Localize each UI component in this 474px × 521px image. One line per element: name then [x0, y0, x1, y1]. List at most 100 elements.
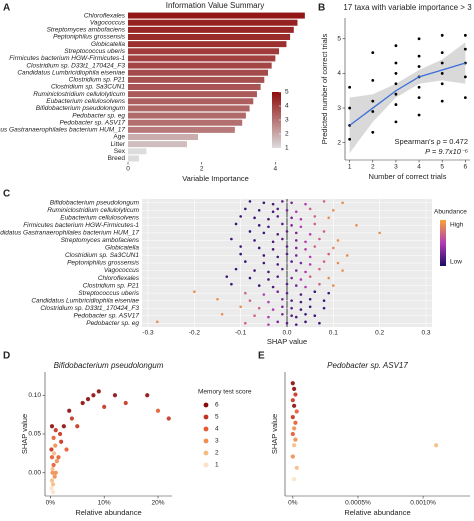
point — [248, 230, 252, 233]
panel-label: D — [3, 351, 10, 362]
y-tick-label: Streptococcus uberis — [64, 48, 125, 55]
point — [285, 252, 289, 256]
y-tick-label: Ruminiclostridium cellulolyticum — [47, 207, 139, 214]
colorbar-label: 5 — [285, 89, 289, 96]
point — [394, 72, 398, 75]
point — [257, 306, 261, 310]
point — [267, 278, 270, 281]
point — [64, 447, 69, 452]
point — [155, 408, 161, 413]
point — [234, 267, 238, 271]
colorbar-label: 4 — [285, 103, 289, 110]
point — [239, 252, 242, 256]
point — [51, 435, 56, 440]
y-tick-label: Candidatus Gastranaerophilales bacterium… — [0, 230, 139, 237]
x-tick-label: 0 — [126, 166, 130, 173]
point — [239, 215, 242, 218]
point — [253, 269, 256, 272]
point — [417, 113, 421, 117]
legend-swatch — [203, 450, 209, 456]
point — [322, 306, 326, 310]
y-tick-label: Clostridium sp. D33t1_170424_F3 — [40, 305, 139, 312]
y-tick-label: Candidatus Lumbricidiophila eiseniae — [17, 69, 125, 76]
point — [332, 208, 335, 212]
point — [52, 474, 57, 479]
point — [54, 459, 59, 464]
point — [290, 454, 295, 459]
bar — [128, 26, 294, 33]
point — [299, 308, 303, 311]
point — [281, 222, 284, 226]
point — [294, 315, 298, 319]
point — [336, 239, 340, 242]
point — [262, 231, 266, 235]
y-tick-label: Pedobacter sp. eg — [86, 320, 139, 327]
legend-swatch — [203, 462, 209, 468]
point — [290, 216, 293, 220]
y-tick-label: Eubacterium cellulosolvens — [46, 98, 126, 105]
point — [244, 321, 247, 325]
point — [281, 237, 284, 241]
chart-title: Information Value Summary — [166, 1, 265, 10]
point — [281, 313, 284, 316]
point — [49, 486, 54, 491]
y-tick-label: 3 — [337, 105, 341, 112]
x-tick-label: 0.0005% — [345, 500, 371, 507]
y-tick-label: Clostridium sp. D33t1_170424_F3 — [26, 62, 125, 69]
point — [371, 130, 375, 134]
point — [267, 323, 270, 326]
point — [313, 245, 317, 248]
bar — [128, 141, 187, 148]
point — [394, 82, 398, 86]
point — [341, 269, 344, 272]
y-tick-label: Vagococcus — [90, 19, 126, 26]
point — [355, 224, 358, 227]
legend-label: 3 — [215, 438, 219, 445]
point — [440, 51, 444, 55]
bar — [128, 126, 235, 133]
point — [96, 389, 101, 394]
point — [244, 291, 247, 295]
point — [308, 255, 312, 259]
point — [257, 284, 261, 287]
point — [322, 230, 326, 233]
point — [248, 299, 252, 302]
point — [67, 408, 72, 413]
point — [394, 61, 398, 65]
point — [299, 293, 303, 296]
legend-swatch — [203, 426, 209, 432]
x-tick-label: 2 — [200, 166, 204, 173]
point — [91, 393, 96, 398]
point — [262, 254, 266, 257]
point — [304, 248, 307, 251]
point — [293, 420, 298, 425]
point — [313, 290, 317, 294]
point — [294, 465, 299, 470]
point — [463, 33, 467, 37]
point — [327, 276, 330, 280]
point — [308, 232, 312, 236]
y-tick-label: Streptococcus uberis — [78, 290, 139, 297]
point — [318, 267, 321, 271]
point — [285, 208, 289, 212]
point — [371, 51, 375, 55]
point — [69, 416, 75, 421]
bar — [128, 134, 198, 140]
point — [394, 103, 398, 106]
point — [271, 248, 275, 251]
point — [281, 297, 284, 301]
point — [239, 245, 242, 248]
confidence-band — [349, 42, 466, 154]
bar — [128, 84, 261, 90]
point — [59, 439, 64, 444]
y-tick-label: Clostridium sp. Sa3CUN1 — [51, 84, 125, 91]
point — [322, 299, 326, 302]
point — [308, 297, 312, 301]
point — [50, 466, 55, 471]
legend-label: 4 — [215, 426, 219, 433]
point — [308, 207, 312, 211]
point — [276, 320, 280, 324]
point — [56, 455, 61, 460]
y-tick-label: Sex — [114, 148, 126, 155]
point — [49, 447, 54, 452]
